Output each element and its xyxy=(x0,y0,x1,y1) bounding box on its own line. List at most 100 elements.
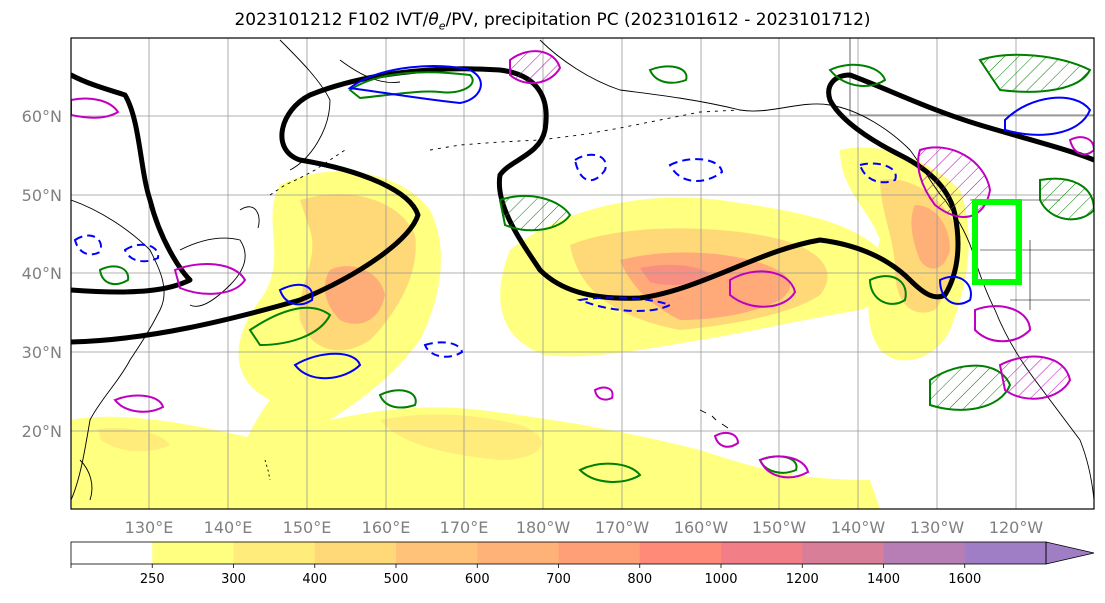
colorbar-tick-label: 1000 xyxy=(704,572,737,587)
green-contour-6 xyxy=(978,53,1092,93)
colorbar-ticks xyxy=(70,564,966,568)
theta-e-blue-contours xyxy=(73,65,1092,380)
blue-dashed-6 xyxy=(123,243,160,263)
colorbar-swatch xyxy=(233,542,316,564)
title-theta: θ xyxy=(428,10,439,30)
blue-contour-4 xyxy=(278,283,314,306)
pv-contour-west xyxy=(71,72,193,295)
blue-dashed-7 xyxy=(858,162,897,184)
pc-contour-9 xyxy=(758,455,810,479)
colorbar-extend-arrow xyxy=(1045,541,1095,565)
north-america-coast xyxy=(944,199,1094,501)
blue-contour-5 xyxy=(938,275,972,305)
colorbar-tick-label: 300 xyxy=(221,572,246,587)
marianas xyxy=(264,459,271,481)
colorbar-tick-label: 800 xyxy=(627,572,652,587)
colorbar-tick-label: 600 xyxy=(465,572,490,587)
lon-label-140w: 140°W xyxy=(831,518,886,537)
colorbar: 250 300 400 500 600 700 800 1000 1200 1400 1600 xyxy=(70,541,1095,587)
longitude-labels: 130°E 140°E 150°E 160°E 170°E 180°W 170°… xyxy=(125,518,1044,537)
lat-label-20: 20°N xyxy=(22,422,62,441)
lat-label-60: 60°N xyxy=(22,107,62,126)
map-area xyxy=(71,38,1094,509)
lon-label-150e: 150°E xyxy=(283,518,332,537)
blue-dashed-3 xyxy=(576,296,673,313)
green-contour-10 xyxy=(578,462,642,483)
graticule xyxy=(71,38,1094,509)
colorbar-swatch xyxy=(152,542,234,564)
colorbar-swatch xyxy=(314,542,397,564)
region-box xyxy=(972,199,1022,285)
japan-islands xyxy=(179,206,260,307)
pc-contour-4 xyxy=(729,270,797,308)
blue-dashed-4 xyxy=(423,341,464,358)
latitude-labels: 60°N 50°N 40°N 30°N 20°N xyxy=(22,107,62,441)
lat-label-40: 40°N xyxy=(22,264,62,283)
pc-contour-3 xyxy=(173,263,247,295)
colorbar-swatch xyxy=(721,542,803,564)
lon-label-170w: 170°W xyxy=(595,518,650,537)
pc-contour-10 xyxy=(713,431,740,448)
title-theta-sub: e xyxy=(438,19,446,33)
title-prefix: 2023101212 F102 IVT/ xyxy=(234,10,429,30)
pv-contour-trough xyxy=(71,66,1094,345)
colorbar-tick-label: 250 xyxy=(140,572,165,587)
colorbar-labels: 250 300 400 500 600 700 800 1000 1200 1400 1600 xyxy=(140,572,981,587)
colorbar-swatch xyxy=(477,542,559,564)
colorbar-tick-label: 700 xyxy=(546,572,571,587)
alaska-coast xyxy=(539,39,946,201)
blue-contour-3 xyxy=(293,352,362,380)
colorbar-tick-label: 400 xyxy=(302,572,327,587)
colorbar-swatch xyxy=(883,542,966,564)
lon-label-170e: 170°E xyxy=(440,518,489,537)
chart-title: 2023101212 F102 IVT/θe/PV, precipitation… xyxy=(0,10,1105,32)
lon-label-180w: 180°W xyxy=(516,518,571,537)
theta-e-green-contours xyxy=(98,53,1094,483)
green-contour-11 xyxy=(98,265,130,286)
blue-dashed-5 xyxy=(73,234,102,256)
lon-label-130w: 130°W xyxy=(910,518,965,537)
colorbar-swatches xyxy=(71,542,1047,564)
lon-label-120w: 120°W xyxy=(989,518,1044,537)
pc-contour-12 xyxy=(593,386,614,401)
lon-label-130e: 130°E xyxy=(125,518,174,537)
green-contour-3 xyxy=(248,306,332,347)
ivt-plume-central-core2 xyxy=(640,264,710,286)
colorbar-swatch xyxy=(802,542,884,564)
blue-contour-2 xyxy=(1004,96,1092,136)
colorbar-swatch xyxy=(396,542,478,564)
philippines xyxy=(79,459,93,501)
colorbar-swatch xyxy=(71,542,153,564)
hawaii-islands xyxy=(699,409,729,429)
colorbar-swatch xyxy=(558,542,641,564)
pc-contour-11 xyxy=(1068,136,1094,156)
green-contour-12 xyxy=(648,65,688,84)
ivt-tropical-mid xyxy=(380,414,542,460)
map-frame xyxy=(70,37,1095,510)
blue-dashed-2 xyxy=(668,158,724,183)
title-suffix: /PV, precipitation PC (2023101612 - 2023… xyxy=(445,10,871,30)
kuril-chain xyxy=(269,149,346,196)
green-contour-9 xyxy=(868,275,907,305)
colorbar-tick-label: 500 xyxy=(384,572,409,587)
pc-contour-8 xyxy=(113,394,165,413)
lon-label-150w: 150°W xyxy=(752,518,807,537)
green-contour-7 xyxy=(1039,177,1094,221)
ivt-plume-east-core xyxy=(911,205,950,269)
blue-contour-1 xyxy=(347,65,482,105)
colorbar-swatch xyxy=(639,542,722,564)
colorbar-swatch xyxy=(964,542,1047,564)
green-contour-4 xyxy=(378,389,417,409)
lat-label-30: 30°N xyxy=(22,343,62,362)
pv-contours xyxy=(71,66,1094,345)
pc-contour-2 xyxy=(71,97,120,119)
blue-dashed-1 xyxy=(573,153,607,182)
green-contour-2 xyxy=(498,194,572,232)
lon-label-160e: 160°E xyxy=(362,518,411,537)
pc-contour-1 xyxy=(509,50,562,85)
green-contour-5 xyxy=(828,63,887,87)
colorbar-tick-label: 1200 xyxy=(786,572,819,587)
ivt-tropical-band xyxy=(71,407,880,509)
lat-label-50: 50°N xyxy=(22,186,62,205)
